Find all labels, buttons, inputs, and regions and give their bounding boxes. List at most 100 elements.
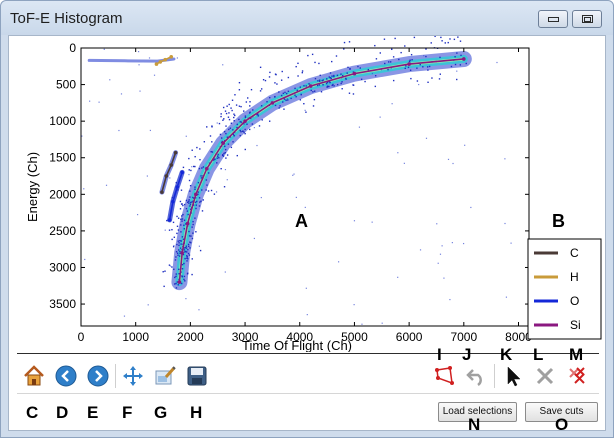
- back-button[interactable]: [52, 362, 80, 390]
- scatter-dot: [189, 203, 192, 206]
- scatter-dot: [185, 245, 188, 247]
- scatter-dot: [120, 93, 123, 95]
- scatter-dot: [186, 257, 188, 260]
- scatter-dot: [408, 60, 411, 63]
- annotation-e: E: [87, 403, 99, 422]
- delete-button[interactable]: [531, 362, 559, 390]
- scatter-dot: [176, 215, 178, 218]
- pan-button[interactable]: [119, 362, 147, 390]
- scatter-dot: [231, 109, 233, 112]
- scatter-dot: [103, 48, 105, 50]
- title-bar: ToF-E Histogram: [1, 1, 613, 35]
- scatter-dot: [187, 258, 189, 260]
- scatter-dot: [185, 135, 187, 137]
- scatter-dot: [228, 118, 231, 121]
- scatter-dot: [295, 65, 297, 68]
- scatter-dot: [184, 250, 187, 253]
- scatter-dot: [222, 119, 224, 121]
- histogram-svg[interactable]: 0 1000 2000 3000 4000 5000 6000 7000 8000 0 500 100…: [9, 15, 605, 353]
- scatter-dot: [195, 204, 198, 206]
- scatter-dot: [249, 111, 251, 113]
- delete-all-button[interactable]: [563, 362, 591, 390]
- minimize-button[interactable]: [538, 10, 568, 28]
- scatter-dot: [457, 36, 459, 38]
- scatter-dot: [224, 168, 227, 171]
- scatter-dot: [322, 84, 324, 86]
- scatter-dot: [178, 244, 180, 247]
- scatter-dot: [456, 52, 458, 54]
- series-point-si: [194, 192, 198, 197]
- scatter-dot: [185, 298, 187, 300]
- scatter-dot: [252, 109, 254, 111]
- scatter-dot: [253, 237, 255, 240]
- scatter-dot: [180, 282, 183, 285]
- scatter-dot: [353, 220, 356, 222]
- load-selections-button[interactable]: Load selections: [438, 402, 517, 422]
- series-point-o: [180, 170, 184, 175]
- scatter-dot: [234, 114, 236, 117]
- scatter-dot: [185, 199, 188, 202]
- scatter-dot: [182, 204, 184, 207]
- x-tick-label: 2000: [177, 330, 204, 344]
- scatter-dot: [413, 36, 416, 39]
- scatter-dot: [191, 166, 193, 168]
- x-tick-label: 8000: [505, 330, 532, 344]
- series-point-c: [173, 150, 178, 155]
- scatter-dot: [447, 158, 450, 161]
- scatter-dot: [253, 127, 255, 129]
- forward-button[interactable]: [84, 362, 112, 390]
- window-title: ToF-E Histogram: [10, 10, 123, 27]
- scatter-dot: [189, 208, 192, 210]
- save-figure-button[interactable]: [183, 362, 211, 390]
- scatter-dot: [187, 248, 189, 251]
- series-line-h: [156, 56, 172, 65]
- save-icon: [187, 366, 207, 386]
- scatter-dot: [181, 236, 184, 238]
- series-point-c: [164, 174, 169, 178]
- series-point-o: [175, 185, 180, 189]
- scatter-dot: [283, 108, 285, 110]
- scatter-dot: [256, 113, 258, 116]
- series-point-si: [243, 119, 247, 123]
- scatter-dot: [175, 275, 177, 278]
- scatter-dot: [374, 44, 376, 47]
- scatter-dot: [243, 131, 245, 133]
- configure-subplots-button[interactable]: [151, 362, 179, 390]
- scatter-dot: [280, 79, 283, 81]
- pointer-button[interactable]: [499, 362, 527, 390]
- scatter-dot: [379, 52, 381, 54]
- scatter-dot: [292, 174, 294, 176]
- scatter-dot: [459, 64, 462, 66]
- scatter-dot: [180, 240, 182, 242]
- polygon-select-button[interactable]: [430, 362, 458, 390]
- scatter-dot: [182, 238, 185, 240]
- scatter-dot: [361, 323, 363, 325]
- scatter-dot: [470, 206, 472, 209]
- undo-button[interactable]: [462, 362, 490, 390]
- save-cuts-button[interactable]: Save cuts: [525, 402, 598, 422]
- scatter-dot: [301, 71, 304, 74]
- scatter-dot: [232, 133, 234, 135]
- maximize-button[interactable]: [572, 10, 602, 28]
- home-button[interactable]: [20, 362, 48, 390]
- scatter-dot: [504, 158, 506, 160]
- plot-canvas[interactable]: 0 1000 2000 3000 4000 5000 6000 7000 8000 0 500 100…: [9, 15, 605, 353]
- scatter-dot: [186, 260, 188, 262]
- scatter-dot: [164, 270, 166, 272]
- scatter-dot: [181, 203, 183, 205]
- scatter-dot: [453, 38, 456, 41]
- scatter-dot: [352, 84, 354, 86]
- scatter-dot: [214, 158, 216, 160]
- scatter-dot: [397, 152, 399, 154]
- scatter-dot: [176, 232, 178, 235]
- series-point-si: [407, 62, 411, 66]
- scatter-dot: [194, 201, 197, 204]
- scatter-dot: [233, 135, 235, 137]
- annotation-b: B: [552, 211, 565, 231]
- scatter-dot: [222, 155, 225, 157]
- scatter-dot: [326, 81, 329, 84]
- scatter-dot: [357, 65, 359, 68]
- scatter-dot: [248, 112, 251, 114]
- scatter-dot: [269, 71, 271, 74]
- scatter-dot: [179, 200, 182, 203]
